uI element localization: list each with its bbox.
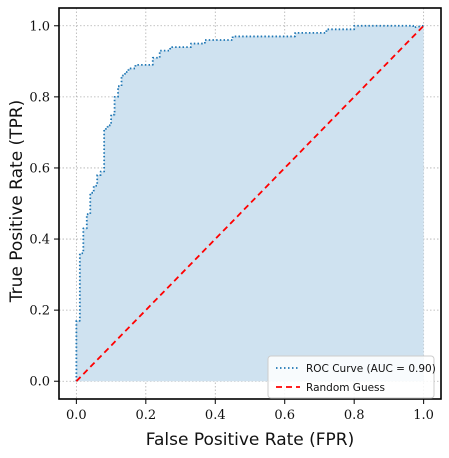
legend: ROC Curve (AUC = 0.90) Random Guess [267, 355, 436, 399]
legend-label-random: Random Guess [306, 382, 385, 394]
plot-frame [58, 7, 442, 400]
y-tick-label: 1.0 [29, 19, 50, 34]
y-tick-label: 0.6 [29, 161, 50, 176]
x-axis-label: False Positive Rate (FPR) [146, 430, 355, 450]
y-tick-label: 0.8 [29, 90, 50, 105]
random-guess-line [75, 25, 425, 382]
legend-label-roc: ROC Curve (AUC = 0.90) [306, 363, 436, 375]
y-tick-label: 0.2 [29, 304, 50, 319]
x-tick-label: 0.2 [135, 408, 156, 423]
x-tick-label: 1.0 [413, 408, 434, 423]
y-tick-label: 0.4 [29, 233, 50, 248]
x-tick-label: 0.0 [66, 408, 87, 423]
y-tick-label: 0.0 [29, 375, 50, 390]
x-tick-label: 0.6 [274, 408, 295, 423]
ticks-layer: 0.0 0.2 0.4 0.6 0.8 1.0 0.0 0.2 0.4 0.6 0.8 1.0 [29, 19, 434, 423]
y-axis-label: True Positive Rate (TPR) [7, 100, 27, 304]
legend-box [267, 355, 435, 399]
plot-border [58, 7, 442, 400]
x-tick-label: 0.8 [344, 408, 365, 423]
x-tick-label: 0.4 [205, 408, 226, 423]
series-layer [75, 24, 425, 382]
